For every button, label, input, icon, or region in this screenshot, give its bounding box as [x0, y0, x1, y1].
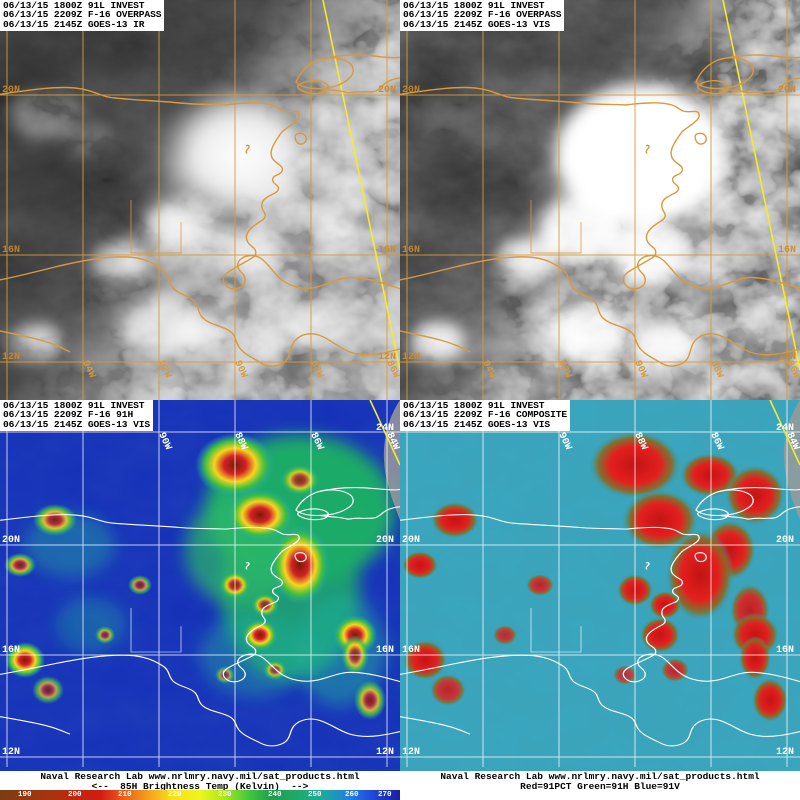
- svg-text:16N: 16N: [376, 645, 394, 656]
- svg-text:16N: 16N: [778, 245, 796, 256]
- svg-text:12N: 12N: [776, 747, 794, 758]
- svg-text:20N: 20N: [378, 85, 396, 96]
- svg-text:16N: 16N: [2, 245, 20, 256]
- svg-text:20N: 20N: [778, 85, 796, 96]
- svg-text:20N: 20N: [402, 535, 420, 546]
- svg-text:12N: 12N: [402, 747, 420, 758]
- svg-text:16N: 16N: [378, 245, 396, 256]
- svg-text:12N: 12N: [2, 352, 20, 363]
- svg-text:12N: 12N: [402, 352, 420, 363]
- svg-text:20N: 20N: [2, 85, 20, 96]
- svg-text:12N: 12N: [2, 747, 20, 758]
- svg-text:16N: 16N: [2, 645, 20, 656]
- svg-text:20N: 20N: [776, 535, 794, 546]
- svg-text:12N: 12N: [376, 747, 394, 758]
- svg-text:16N: 16N: [776, 645, 794, 656]
- svg-text:20N: 20N: [376, 535, 394, 546]
- svg-text:20N: 20N: [2, 535, 20, 546]
- svg-text:16N: 16N: [402, 645, 420, 656]
- svg-text:20N: 20N: [402, 85, 420, 96]
- svg-text:16N: 16N: [402, 245, 420, 256]
